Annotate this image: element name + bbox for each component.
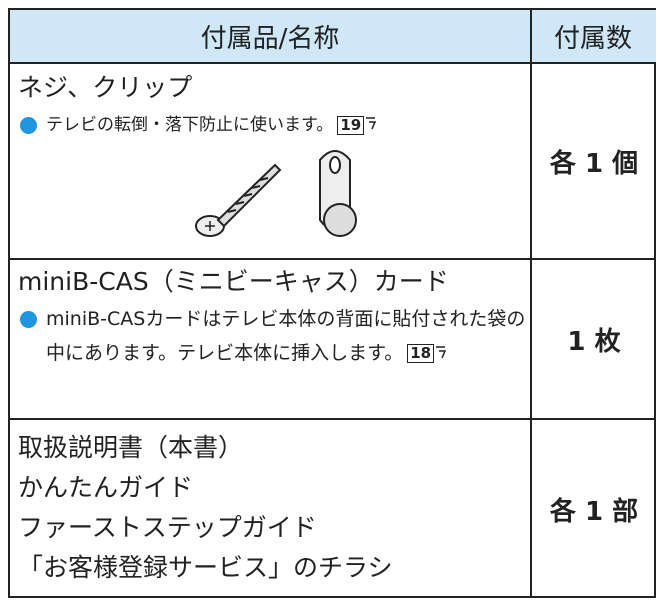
page-icon <box>366 117 377 130</box>
item-note: テレビの転倒・落下防止に使います。 19 <box>18 108 523 142</box>
header-cell: 付属数 <box>530 10 656 64</box>
row-1-item: ネジ、クリップ テレビの転倒・落下防止に使います。 19 <box>18 68 523 142</box>
item-name: かんたんガイド <box>18 473 194 502</box>
row-divider <box>10 418 654 420</box>
note-text: テレビの転倒・落下防止に使います。 <box>46 115 334 135</box>
item-name: 取扱説明書（本書） <box>18 433 244 462</box>
item-count: 1 枚 <box>567 326 621 357</box>
column-divider <box>530 10 532 596</box>
page-ref: 18 <box>407 344 435 363</box>
page-ref: 19 <box>337 115 365 135</box>
accessory-table: 付属品/名称 付属数 ネジ、クリップ テレビの転倒・落下防止に使います。 19 各… <box>8 8 656 598</box>
row-divider <box>10 258 654 260</box>
item-name: ネジ、クリップ <box>18 73 193 102</box>
page-icon <box>436 346 447 359</box>
item-note: miniB-CASカードはテレビ本体の背面に貼付された袋の中にあります。テレビ本… <box>18 302 526 370</box>
item-count: 各 1 部 <box>549 496 639 527</box>
row-3-item: 取扱説明書（本書） かんたんガイド ファーストステップガイド 「お客様登録サービ… <box>18 428 526 588</box>
item-name: miniB-CAS（ミニビーキャス）カード <box>18 267 449 296</box>
item-name: ファーストステップガイド <box>18 513 317 542</box>
header-cell: 付属品/名称 <box>10 10 530 64</box>
item-count: 各 1 個 <box>549 148 639 179</box>
row-2-item: miniB-CAS（ミニビーキャス）カード miniB-CASカードはテレビ本体… <box>18 262 526 370</box>
note-text: miniB-CASカードはテレビ本体の背面に貼付された袋の中にあります。テレビ本… <box>46 308 526 364</box>
screw-clip-illustration <box>195 150 357 237</box>
item-name: 「お客様登録サービス」のチラシ <box>18 553 393 582</box>
